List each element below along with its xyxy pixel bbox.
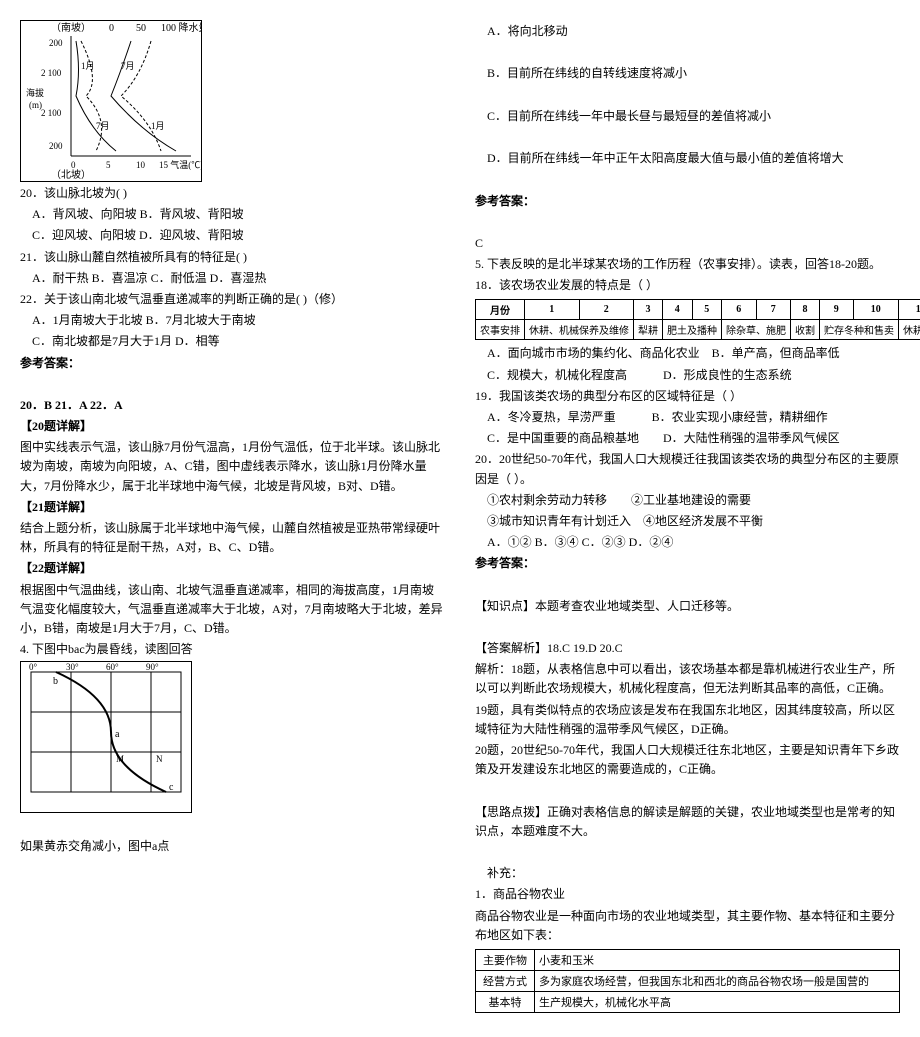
q20b-12: ①农村剩余劳动力转移 ②工业基地建设的需要 [487,491,900,510]
table-header-row: 月份 1 2 3 4 5 6 7 8 9 10 11 12 [476,300,920,320]
exp20-text: 图中实线表示气温，该山脉7月份气温高，1月份气温低，位于北半球。该山脉北坡为南坡… [20,438,445,496]
opt-a: A．将向北移动 [487,22,900,41]
chart-top-label: （南坡） [51,21,91,34]
q19-a: A．冬冷夏热，旱涝严重 B．农业实现小康经营，精耕细作 [487,408,900,427]
svg-text:0°: 0° [29,662,38,672]
q5-stem: 5. 下表反映的是北半球某农场的工作历程（农事安排）。读表，回答18-20题。 [475,255,900,274]
exp22-text: 根据图中气温曲线，该山南、北坡气温垂直递减率，相同的海拔高度，1月南坡气温变化幅… [20,581,445,639]
svg-text:7月: 7月 [121,61,135,71]
svg-text:100 降水量(mm): 100 降水量(mm) [161,21,201,34]
svg-text:90°: 90° [146,662,159,672]
q20b-stem: 20．20世纪50-70年代，我国人口大规模迁往我国该类农场的典型分布区的主要原… [475,450,900,488]
tip: 【思路点拨】正确对表格信息的解读是解题的关键，农业地域类型也是常考的知识点，本题… [475,803,900,841]
q22-opts-cd: C．南北坡都是7月大于1月 D．相等 [32,332,445,351]
q18-stem: 18．该农场农业发展的特点是（ ） [475,276,900,295]
svg-text:b: b [53,676,58,687]
table-row: 基本特 生产规模大，机械化水平高 [476,991,900,1012]
svg-text:15 气温(℃): 15 气温(℃) [159,159,201,170]
farm-schedule-table: 月份 1 2 3 4 5 6 7 8 9 10 11 12 农事安排 休耕、机械… [475,299,920,340]
q22-opts-ab: A．1月南坡大于北坡 B．7月北坡大于南坡 [32,311,445,330]
table-row: 经营方式 多为家庭农场经营，但我国东北和西北的商品谷物农场一般是国营的 [476,970,900,991]
q20b-choice: A．①② B．③④ C．②③ D．②④ [487,533,900,552]
climate-chart: （南坡） 0 50 100 降水量(mm) 200 2 100 海拔 (m) 2… [20,20,202,182]
svg-text:海拔: 海拔 [26,87,44,98]
svg-text:1月: 1月 [151,121,165,131]
svg-text:50: 50 [136,23,146,34]
sol20: 20题，20世纪50-70年代，我国人口大规模迁往东北地区，主要是知识青年下乡政… [475,741,900,779]
answer-header-3: 参考答案： [475,554,900,573]
svg-text:N: N [156,754,163,764]
grain-farming-table: 主要作物 小麦和玉米 经营方式 多为家庭农场经营，但我国东北和西北的商品谷物农场… [475,949,900,1013]
q19-c: C．是中国重要的商品粮基地 D．大陆性稍强的温带季风气候区 [487,429,900,448]
sol19: 19题，具有类似特点的农场应该是发布在我国东北地区，因其纬度较高，所以区域特征为… [475,701,900,739]
exp21-header: 【21题详解】 [20,498,445,517]
svg-text:30°: 30° [66,662,79,672]
q4-stem: 4. 下图中bac为晨昏线，读图回答 [20,640,445,659]
supp-desc: 商品谷物农业是一种面向市场的农业地域类型，其主要作物、基本特征和主要分布地区如下… [475,907,900,945]
opt-b: B．目前所在纬线的自转线速度将减小 [487,64,900,83]
svg-text:10: 10 [136,160,146,170]
q22-stem: 22．关于该山南北坡气温垂直递减率的判断正确的是( )（修） [20,290,445,309]
q18-c: C．规模大，机械化程度高 D．形成良性的生态系统 [487,366,900,385]
opt-d: D．目前所在纬线一年中正午太阳高度最大值与最小值的差值将增大 [487,149,900,168]
answer-header: 参考答案： [20,354,445,373]
sol-intro: 解析：18题，从表格信息中可以看出，该农场基本都是靠机械进行农业生产，所以可以判… [475,660,900,698]
knowledge: 【知识点】本题考查农业地域类型、人口迁移等。 [475,597,900,616]
q20b-34: ③城市知识青年有计划迁入 ④地区经济发展不平衡 [487,512,900,531]
svg-text:200: 200 [49,38,63,48]
svg-text:7月: 7月 [96,121,110,131]
svg-text:2 100: 2 100 [41,108,62,118]
exp20-header: 【20题详解】 [20,417,445,436]
svg-text:0: 0 [109,23,114,34]
right-column: A．将向北移动 B．目前所在纬线的自转线速度将减小 C．目前所在纬线一年中最长昼… [475,20,900,1017]
svg-text:5: 5 [106,160,111,170]
answer-header-2: 参考答案： [475,192,900,211]
svg-text:（北坡）: （北坡） [51,168,91,181]
q21-opts: A．耐干热 B．喜温凉 C．耐低温 D．喜湿热 [32,269,445,288]
q18-a: A．面向城市市场的集约化、商品化农业 B．单产高，但商品率低 [487,344,900,363]
svg-text:a: a [115,729,120,740]
answer-line-2: 【答案解析】18.C 19.D 20.C [475,639,900,658]
q21-stem: 21．该山脉山麓自然植被所具有的特征是( ) [20,248,445,267]
svg-text:M: M [116,754,124,764]
svg-text:1月: 1月 [81,61,95,71]
svg-text:60°: 60° [106,662,119,672]
opt-c: C．目前所在纬线一年中最长昼与最短昼的差值将减小 [487,107,900,126]
exp22-header: 【22题详解】 [20,559,445,578]
q20-opts-cd: C．迎风坡、向阳坡 D．迎风坡、背阳坡 [32,226,445,245]
svg-text:2 100: 2 100 [41,68,62,78]
exp21-text: 结合上题分析，该山脉属于北半球地中海气候，山麓自然植被是亚热带常绿硬叶林，所具有… [20,519,445,557]
table-data-row: 农事安排 休耕、机械保养及维修 犁耕 肥土及播种 除杂草、施肥 收割 贮存冬种和… [476,320,920,340]
svg-text:c: c [169,782,174,793]
q19-stem: 19．我国该类农场的典型分布区的区域特征是（ ） [475,387,900,406]
supp1: 1．商品谷物农业 [475,885,900,904]
terminator-chart: 0° 30° 60° 90° b a M N c [20,661,192,813]
answer-c: C [475,234,900,253]
q4-tail: 如果黄赤交角减小，图中a点 [20,837,445,856]
q20-opts-ab: A．背风坡、向阳坡 B．背风坡、背阳坡 [32,205,445,224]
svg-text:0: 0 [71,160,76,170]
th-month: 月份 [476,300,525,320]
table-row: 主要作物 小麦和玉米 [476,949,900,970]
supp-hdr: 补充： [487,864,900,883]
answer-line: 20．B 21．A 22．A [20,396,445,415]
svg-text:200: 200 [49,141,63,151]
q20-stem: 20．该山脉北坡为( ) [20,184,445,203]
left-column: （南坡） 0 50 100 降水量(mm) 200 2 100 海拔 (m) 2… [20,20,445,1017]
